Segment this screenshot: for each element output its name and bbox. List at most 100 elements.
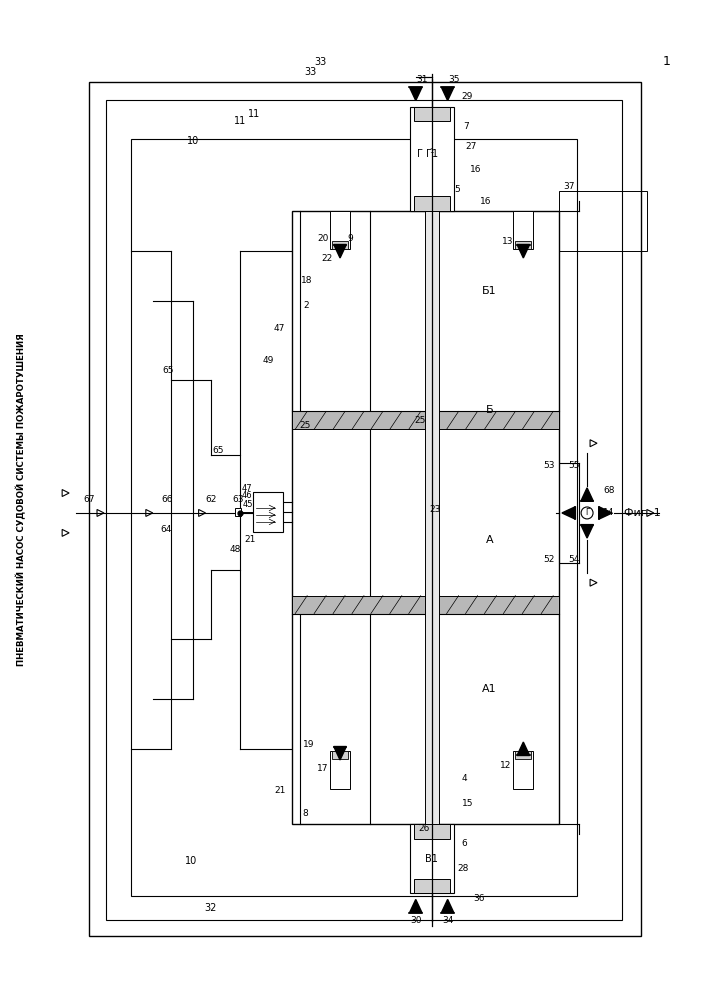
- Bar: [425, 211, 438, 824]
- Bar: [131, 139, 577, 896]
- Text: 62: 62: [205, 495, 216, 504]
- Text: 11: 11: [234, 116, 247, 126]
- Text: 27: 27: [466, 142, 477, 151]
- Polygon shape: [409, 87, 422, 101]
- Text: 15: 15: [462, 799, 473, 808]
- Bar: [332, 751, 348, 759]
- Text: 19: 19: [303, 740, 315, 749]
- Text: 3: 3: [274, 515, 280, 524]
- Bar: [515, 241, 531, 249]
- Text: 9: 9: [347, 234, 353, 243]
- Text: 20: 20: [317, 234, 329, 243]
- Bar: [330, 751, 350, 789]
- Text: 47: 47: [242, 484, 252, 493]
- Text: 7: 7: [464, 122, 469, 131]
- Text: 63: 63: [233, 495, 244, 504]
- Text: 66: 66: [161, 495, 173, 504]
- Bar: [253, 492, 284, 532]
- Text: ПНЕВМАТИЧЕСКИЙ НАСОС СУДОВОЙ СИСТЕМЫ ПОЖАРОТУШЕНИЯ: ПНЕВМАТИЧЕСКИЙ НАСОС СУДОВОЙ СИСТЕМЫ ПОЖ…: [16, 334, 26, 666]
- Text: В1: В1: [425, 854, 438, 864]
- Text: Г1: Г1: [426, 149, 438, 159]
- Text: 28: 28: [457, 864, 468, 873]
- Polygon shape: [517, 245, 530, 258]
- Text: 29: 29: [461, 92, 472, 101]
- Bar: [410, 824, 454, 893]
- Text: 21: 21: [274, 786, 286, 795]
- Bar: [292, 596, 559, 614]
- Text: 10: 10: [187, 136, 199, 146]
- Text: Фиг. 1: Фиг. 1: [624, 508, 660, 518]
- Polygon shape: [409, 899, 422, 913]
- Bar: [414, 824, 450, 839]
- Text: А1: А1: [482, 684, 497, 694]
- Polygon shape: [441, 87, 454, 101]
- Bar: [332, 241, 348, 249]
- Text: 37: 37: [563, 182, 575, 191]
- Bar: [515, 751, 531, 759]
- Text: 4: 4: [462, 774, 467, 783]
- Text: 36: 36: [474, 894, 485, 903]
- Text: 16: 16: [469, 165, 481, 174]
- Polygon shape: [517, 742, 530, 755]
- Bar: [414, 196, 450, 211]
- Text: 67: 67: [83, 495, 95, 504]
- Text: 8: 8: [303, 809, 308, 818]
- Text: 21: 21: [245, 535, 256, 544]
- Text: 22: 22: [322, 254, 333, 263]
- Text: 32: 32: [204, 903, 217, 913]
- Bar: [106, 100, 622, 920]
- Text: 30: 30: [410, 916, 421, 925]
- Bar: [89, 82, 641, 936]
- Bar: [410, 107, 454, 211]
- Text: 33: 33: [314, 57, 326, 67]
- Text: 5: 5: [455, 185, 460, 194]
- Text: 65: 65: [162, 366, 173, 375]
- Bar: [235, 508, 242, 516]
- Polygon shape: [334, 747, 346, 760]
- Polygon shape: [441, 899, 454, 913]
- Text: 14: 14: [603, 508, 614, 517]
- Text: 17: 17: [317, 764, 329, 773]
- Text: 46: 46: [242, 491, 252, 500]
- Bar: [292, 211, 559, 824]
- Text: 6: 6: [462, 839, 467, 848]
- Polygon shape: [581, 488, 593, 501]
- Text: 49: 49: [262, 356, 274, 365]
- Polygon shape: [581, 525, 593, 538]
- Bar: [414, 107, 450, 121]
- Text: 26: 26: [418, 824, 429, 833]
- Circle shape: [581, 507, 593, 519]
- Text: 47: 47: [274, 324, 285, 333]
- Text: 53: 53: [544, 461, 555, 470]
- Text: 12: 12: [500, 761, 511, 770]
- Bar: [330, 211, 350, 249]
- Text: 11: 11: [248, 109, 260, 119]
- Text: 64: 64: [160, 525, 171, 534]
- Text: 25: 25: [414, 416, 426, 425]
- Text: 52: 52: [544, 555, 555, 564]
- Text: 1: 1: [663, 55, 671, 68]
- Text: 1: 1: [267, 523, 273, 532]
- Text: 25: 25: [300, 421, 311, 430]
- Bar: [559, 191, 647, 251]
- Text: Б: Б: [486, 405, 493, 415]
- Text: 48: 48: [230, 545, 241, 554]
- Bar: [513, 751, 533, 789]
- Text: 23: 23: [429, 505, 440, 514]
- Text: Б1: Б1: [482, 286, 497, 296]
- Text: Г: Г: [585, 508, 590, 517]
- Text: 34: 34: [442, 916, 453, 925]
- Text: А: А: [486, 535, 493, 545]
- Text: 2: 2: [277, 503, 283, 512]
- Text: 2: 2: [303, 301, 309, 310]
- Text: 18: 18: [301, 276, 313, 285]
- Polygon shape: [562, 507, 575, 519]
- Bar: [513, 211, 533, 249]
- Text: 33: 33: [304, 67, 316, 77]
- Text: 55: 55: [568, 461, 580, 470]
- Text: 31: 31: [416, 75, 428, 84]
- Text: 45: 45: [243, 500, 252, 509]
- Text: 10: 10: [185, 856, 197, 866]
- Text: Г: Г: [416, 149, 423, 159]
- Polygon shape: [334, 245, 346, 258]
